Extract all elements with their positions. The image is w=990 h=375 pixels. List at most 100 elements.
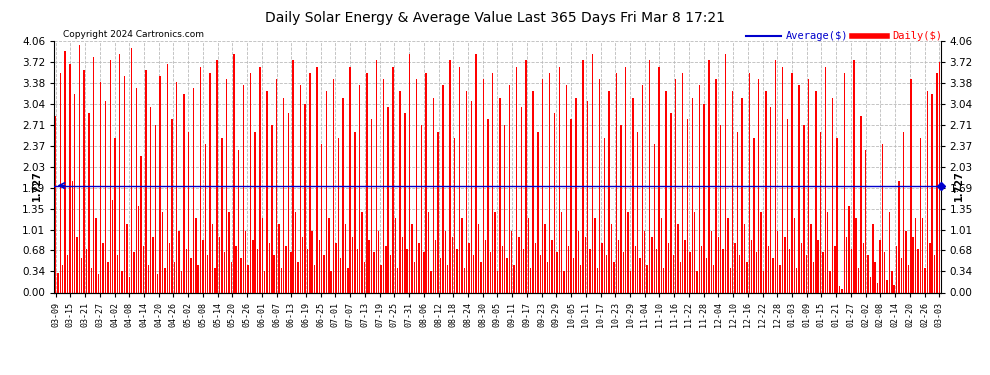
Bar	[226, 79, 228, 292]
Bar	[901, 258, 902, 292]
Bar	[443, 85, 444, 292]
Bar	[533, 92, 534, 292]
Bar	[487, 119, 489, 292]
Bar	[877, 283, 878, 292]
Bar	[653, 144, 655, 292]
Bar	[609, 92, 610, 292]
Bar	[687, 119, 688, 292]
Bar	[95, 218, 97, 292]
Bar	[283, 98, 284, 292]
Bar	[521, 107, 522, 292]
Bar	[621, 125, 622, 292]
Bar	[416, 79, 418, 292]
Bar	[295, 212, 296, 292]
Bar	[221, 138, 223, 292]
Bar	[857, 268, 859, 292]
Bar	[98, 274, 99, 292]
Text: 1.727: 1.727	[32, 170, 42, 201]
Bar	[830, 271, 831, 292]
Bar	[779, 265, 781, 292]
Bar	[288, 113, 289, 292]
Bar	[499, 98, 501, 292]
Bar	[124, 76, 126, 292]
Bar	[233, 54, 235, 292]
Bar	[456, 249, 457, 292]
Bar	[755, 252, 757, 292]
Bar	[660, 218, 662, 292]
Bar	[509, 85, 510, 292]
Bar	[333, 79, 335, 292]
Bar	[131, 48, 133, 292]
Bar	[732, 92, 734, 292]
Bar	[846, 237, 847, 292]
Bar	[803, 125, 805, 292]
Bar	[896, 246, 897, 292]
Bar	[582, 60, 584, 292]
Bar	[273, 255, 275, 292]
Bar	[872, 224, 873, 292]
Bar	[426, 73, 427, 292]
Bar	[93, 57, 94, 292]
Bar	[378, 231, 379, 292]
Bar	[485, 240, 486, 292]
Bar	[173, 261, 175, 292]
Bar	[361, 212, 362, 292]
Bar	[592, 54, 593, 292]
Bar	[231, 261, 232, 292]
Bar	[668, 243, 669, 292]
Bar	[134, 252, 135, 292]
Bar	[825, 67, 826, 292]
Bar	[658, 67, 659, 292]
Bar	[575, 98, 576, 292]
Bar	[280, 268, 282, 292]
Bar	[665, 92, 667, 292]
Bar	[345, 224, 346, 292]
Bar	[152, 237, 153, 292]
Bar	[843, 73, 845, 292]
Bar	[794, 218, 795, 292]
Bar	[86, 249, 87, 292]
Bar	[428, 212, 430, 292]
Bar	[324, 255, 325, 292]
Bar	[777, 231, 778, 292]
Bar	[181, 271, 182, 292]
Bar	[438, 132, 439, 292]
Text: Average($): Average($)	[785, 31, 848, 41]
Bar	[200, 67, 201, 292]
Bar	[806, 255, 807, 292]
Bar	[811, 224, 812, 292]
Bar	[347, 268, 348, 292]
Bar	[112, 200, 114, 292]
Bar	[66, 255, 68, 292]
Bar	[266, 92, 267, 292]
Bar	[446, 265, 448, 292]
Bar	[261, 218, 263, 292]
Bar	[908, 265, 909, 292]
Bar	[138, 206, 140, 292]
Bar	[886, 280, 888, 292]
Bar	[853, 60, 854, 292]
Bar	[117, 255, 118, 292]
Bar	[340, 258, 342, 292]
Bar	[214, 268, 216, 292]
Bar	[490, 252, 491, 292]
Bar	[157, 274, 158, 292]
Bar	[229, 212, 230, 292]
Bar	[551, 240, 552, 292]
Bar	[577, 231, 579, 292]
Bar	[497, 271, 498, 292]
Bar	[789, 249, 790, 292]
Bar	[915, 218, 917, 292]
Bar	[411, 224, 413, 292]
Bar	[694, 212, 695, 292]
Bar	[504, 125, 505, 292]
Bar	[599, 79, 600, 292]
Bar	[920, 138, 921, 292]
Bar	[197, 265, 199, 292]
Bar	[832, 98, 834, 292]
Bar	[775, 60, 776, 292]
Bar	[891, 271, 893, 292]
Bar	[440, 258, 442, 292]
Bar	[371, 119, 372, 292]
Bar	[670, 113, 671, 292]
